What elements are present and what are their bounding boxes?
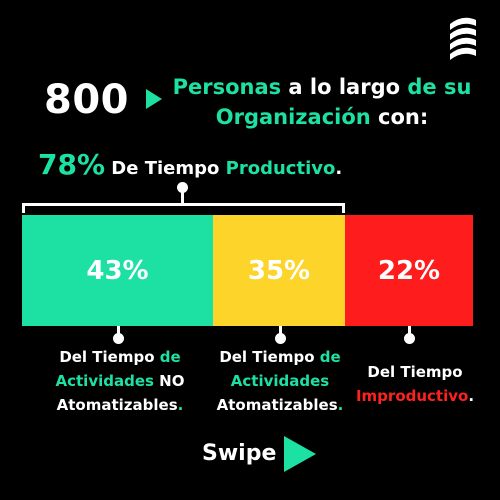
caption-text: de	[159, 348, 181, 366]
connector-dot	[113, 333, 124, 344]
productive-prefix: De Tiempo	[105, 158, 226, 179]
bracket-stem	[181, 192, 184, 204]
connector-dot	[404, 333, 415, 344]
caption-text: Actividades	[55, 372, 154, 390]
caption-automatable: Del Tiempo de Actividades Atomatizables.	[200, 345, 360, 417]
caption-text: Del Tiempo	[59, 348, 160, 366]
connector-line	[117, 326, 120, 336]
caption-text: Del Tiempo	[219, 348, 320, 366]
caption-text: Improductivo	[355, 387, 469, 405]
headline-word: de su	[407, 75, 472, 99]
caption-text: .	[177, 396, 184, 414]
productive-suffix: .	[335, 158, 343, 179]
bracket-right-tick	[342, 203, 345, 213]
bracket-dot	[177, 182, 188, 193]
caption-text: NO	[153, 372, 185, 390]
caption-text: Atomatizables	[56, 396, 178, 414]
bracket-line	[22, 203, 345, 206]
productive-summary: 78% De Tiempo Productivo.	[38, 148, 342, 181]
headline-word: Personas	[172, 75, 282, 99]
productive-word: Productivo	[225, 158, 336, 179]
headline-text: Personas a lo largo de su Organización c…	[172, 72, 472, 132]
caption-text: .	[468, 387, 475, 405]
caption-unproductive: Del Tiempo Improductivo.	[340, 360, 490, 408]
caption-text: Atomatizables	[216, 396, 338, 414]
caption-text: .	[337, 396, 344, 414]
segment-automatable: 35%	[213, 215, 345, 326]
caption-text: Actividades	[230, 372, 330, 390]
productive-percent: 78%	[38, 148, 106, 181]
segment-value: 22%	[377, 255, 441, 286]
segment-value: 35%	[247, 255, 311, 286]
play-arrow-icon	[146, 89, 162, 109]
brand-logo-icon	[450, 17, 476, 60]
connector-dot	[275, 333, 286, 344]
caption-text: Del Tiempo	[367, 363, 463, 381]
headline-word: Organización	[215, 105, 371, 129]
caption-text: de	[319, 348, 341, 366]
headline-word: con:	[370, 105, 429, 129]
swipe-arrow-icon[interactable]	[284, 436, 316, 472]
headline-word: a lo largo	[281, 75, 408, 99]
bracket-left-tick	[22, 203, 25, 213]
swipe-label[interactable]: Swipe	[202, 441, 277, 466]
segment-unproductive: 22%	[345, 215, 473, 326]
time-distribution-bar: 43% 35% 22%	[22, 215, 473, 326]
connector-line	[279, 326, 282, 336]
segment-non-automatable: 43%	[22, 215, 213, 326]
headline-number: 800	[44, 77, 129, 123]
caption-non-automatable: Del Tiempo de Actividades NO Atomatizabl…	[40, 345, 200, 417]
connector-line	[408, 326, 411, 336]
segment-value: 43%	[86, 255, 149, 286]
